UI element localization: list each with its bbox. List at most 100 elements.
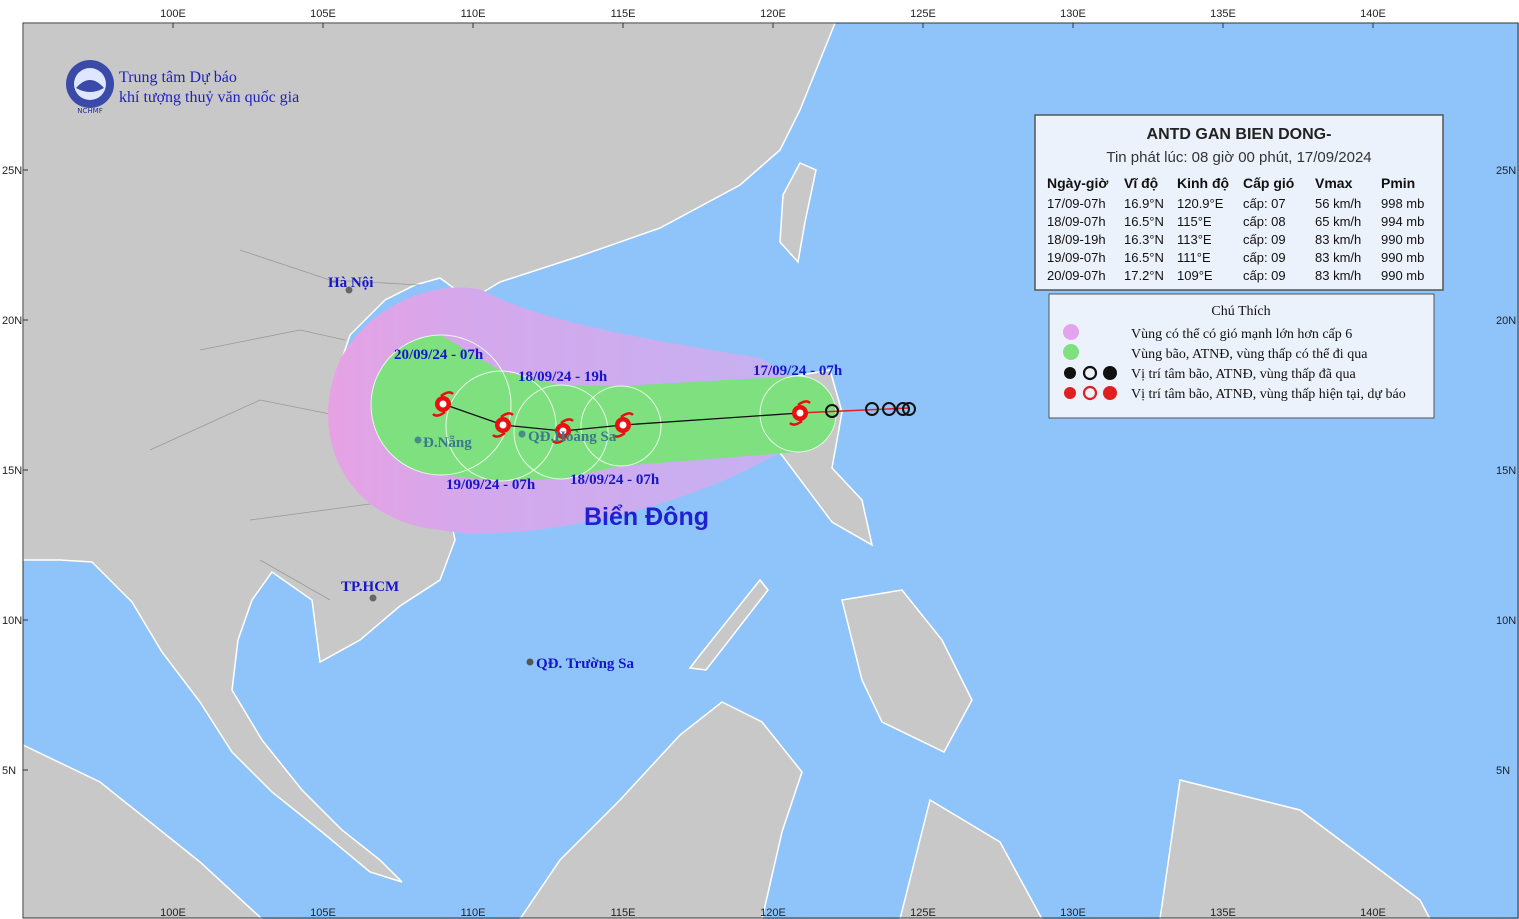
logo: NCHMF <box>66 60 114 115</box>
table-cell: 83 km/h <box>1315 232 1361 247</box>
lat-label: 15N <box>1496 465 1516 477</box>
table-cell: 17.2°N <box>1124 268 1164 283</box>
lat-label: 10N <box>2 615 22 627</box>
lat-label: 10N <box>1496 615 1516 627</box>
storm-arm <box>432 410 446 417</box>
borders <box>149 249 421 601</box>
storm-arm <box>620 412 634 419</box>
lon-label: 120E <box>760 8 786 20</box>
legend-item: Vị trí tâm bão, ATNĐ, vùng thấp đã qua <box>1131 367 1357 382</box>
table-cell: 56 km/h <box>1315 196 1361 211</box>
lon-label: 115E <box>611 907 636 919</box>
lon-label: 125E <box>910 907 936 919</box>
table-cell: 113°E <box>1177 232 1212 247</box>
table-header: Kinh độ <box>1177 175 1229 191</box>
table-cell: 115°E <box>1177 214 1212 229</box>
storm-marker <box>492 412 514 438</box>
place-label: QĐ. Trường Sa <box>536 656 635 672</box>
lon-label: 100E <box>160 8 186 20</box>
table-cell: 990 mb <box>1381 250 1424 265</box>
lon-label: 120E <box>760 907 786 919</box>
legend-item: Vị trí tâm bão, ATNĐ, vùng thấp hiện tại… <box>1131 387 1406 402</box>
table-cell: 998 mb <box>1381 196 1424 211</box>
table-cell: 16.5°N <box>1124 214 1164 229</box>
storm-eye <box>619 421 627 429</box>
table-cell: 111°E <box>1177 250 1211 265</box>
table-cell: 120.9°E <box>1177 196 1224 211</box>
info-issued: Tin phát lúc: 08 giờ 00 phút, 17/09/2024 <box>1106 149 1371 166</box>
storm-arm <box>440 391 454 398</box>
track-label: 18/09/24 - 19h <box>518 369 608 385</box>
storm-eye <box>559 427 567 435</box>
storm-marker <box>789 400 811 426</box>
lon-label: 125E <box>910 8 936 20</box>
axes: 100E 100E 105E 105E 110E 110E 115E 115E 120E 120E… <box>2 8 1516 919</box>
lon-label: 140E <box>1360 907 1386 919</box>
lon-label: 105E <box>310 8 336 20</box>
storm-marker <box>552 418 574 444</box>
table-cell: cấp: 08 <box>1243 214 1286 229</box>
storm-eye <box>439 400 447 408</box>
table-cell: 83 km/h <box>1315 250 1361 265</box>
table-header: Vmax <box>1315 175 1353 191</box>
lon-label: 100E <box>160 907 186 919</box>
table-cell: 16.5°N <box>1124 250 1164 265</box>
lon-label: 130E <box>1060 8 1086 20</box>
org-name: Trung tâm Dự báo <box>119 69 237 86</box>
lon-label: 110E <box>461 8 486 20</box>
table-cell: 83 km/h <box>1315 268 1361 283</box>
lon-label: 135E <box>1210 8 1236 20</box>
track-labels: 17/09/24 - 07h 18/09/24 - 07h 18/09/24 -… <box>394 347 843 493</box>
storm-arm <box>500 412 514 419</box>
legend-item: Vùng có thể có gió mạnh lớn hơn cấp 6 <box>1131 327 1352 342</box>
table-cell: 16.9°N <box>1124 196 1164 211</box>
lon-label: 140E <box>1360 8 1386 20</box>
storm-arm <box>789 419 803 426</box>
table-header: Pmin <box>1381 175 1415 191</box>
place-label: Đ.Nẵng <box>423 435 472 451</box>
info-box: ANTD GAN BIEN DONG- Tin phát lúc: 08 giờ… <box>1034 114 1444 291</box>
org-name: khí tượng thuỷ văn quốc gia <box>119 89 299 106</box>
sea-label: Biển Đông <box>584 503 709 531</box>
storm-arm <box>797 400 811 407</box>
table-cell: 990 mb <box>1381 268 1424 283</box>
storm-arm <box>612 431 626 438</box>
land <box>22 22 1431 919</box>
table-cell: 18/09-19h <box>1047 232 1106 247</box>
table-cell: cấp: 07 <box>1243 196 1286 211</box>
past-positions <box>825 402 916 418</box>
table-cell: 16.3°N <box>1124 232 1164 247</box>
legend: Chú Thích Vùng có thể có gió mạnh lớn hơ… <box>1048 293 1435 419</box>
lon-label: 105E <box>310 907 336 919</box>
track-label: 17/09/24 - 07h <box>753 363 843 379</box>
table-cell: 20/09-07h <box>1047 268 1106 283</box>
storm-arm <box>492 431 506 438</box>
lat-label: 5N <box>1496 765 1510 777</box>
storm-marker <box>612 412 634 438</box>
lat-label: 20N <box>2 315 22 327</box>
table-header: Vĩ độ <box>1124 175 1158 191</box>
place-label: QĐ.Hoàng Sa <box>528 429 617 445</box>
table-cell: 65 km/h <box>1315 214 1361 229</box>
lat-label: 25N <box>2 165 22 177</box>
table-cell: 18/09-07h <box>1047 214 1106 229</box>
lon-label: 135E <box>1210 907 1236 919</box>
table-cell: cấp: 09 <box>1243 268 1286 283</box>
table-cell: 994 mb <box>1381 214 1424 229</box>
storm-arm <box>552 437 566 444</box>
table-cell: cấp: 09 <box>1243 250 1286 265</box>
lon-label: 130E <box>1060 907 1086 919</box>
place-label: TP.HCM <box>341 579 399 595</box>
table-cell: 109°E <box>1177 268 1213 283</box>
lat-label: 25N <box>1496 165 1516 177</box>
info-title: ANTD GAN BIEN DONG- <box>1147 126 1332 143</box>
table-cell: 990 mb <box>1381 232 1424 247</box>
storm-eye <box>499 421 507 429</box>
storm-arm <box>560 418 574 425</box>
past-track-line <box>797 407 911 414</box>
logo-text: NCHMF <box>77 107 102 115</box>
table-header: Ngày-giờ <box>1047 175 1108 191</box>
table-cell: 19/09-07h <box>1047 250 1106 265</box>
